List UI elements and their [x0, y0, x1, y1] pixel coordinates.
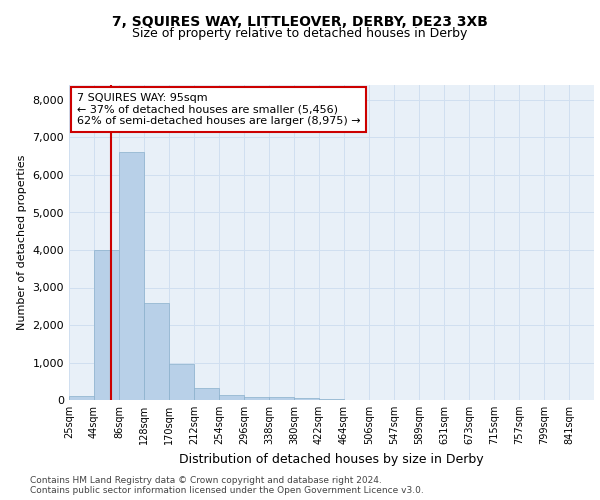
Text: Size of property relative to detached houses in Derby: Size of property relative to detached ho… — [133, 28, 467, 40]
Bar — [219, 395, 244, 400]
Text: Contains HM Land Registry data © Crown copyright and database right 2024.
Contai: Contains HM Land Registry data © Crown c… — [30, 476, 424, 495]
Bar — [294, 398, 319, 400]
Bar — [69, 396, 94, 400]
Bar — [319, 398, 344, 400]
X-axis label: Distribution of detached houses by size in Derby: Distribution of detached houses by size … — [179, 452, 484, 466]
Bar — [144, 302, 169, 400]
Bar — [244, 396, 269, 400]
Bar — [94, 250, 119, 400]
Bar — [119, 152, 144, 400]
Bar — [169, 364, 194, 400]
Bar — [194, 388, 219, 400]
Text: 7 SQUIRES WAY: 95sqm
← 37% of detached houses are smaller (5,456)
62% of semi-de: 7 SQUIRES WAY: 95sqm ← 37% of detached h… — [77, 93, 361, 126]
Bar — [269, 398, 294, 400]
Y-axis label: Number of detached properties: Number of detached properties — [17, 155, 27, 330]
Text: 7, SQUIRES WAY, LITTLEOVER, DERBY, DE23 3XB: 7, SQUIRES WAY, LITTLEOVER, DERBY, DE23 … — [112, 15, 488, 29]
